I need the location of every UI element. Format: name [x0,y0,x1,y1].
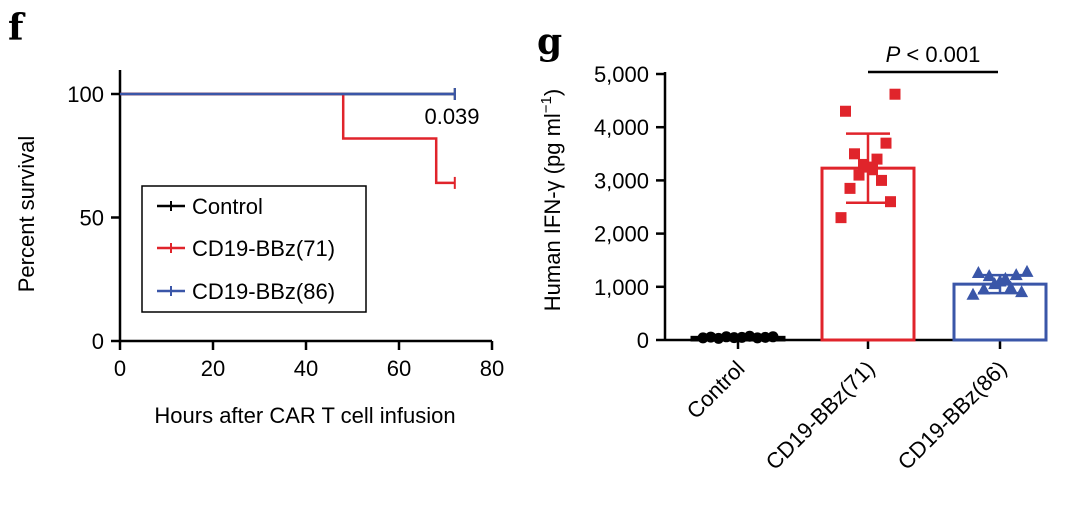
legend-label-control: Control [192,194,263,219]
f-x-tick-label-1: 20 [201,356,225,381]
significance-p: P [886,42,901,67]
data-point-cd19-bbz-86 [1004,280,1018,293]
data-point-cd19-bbz-86 [966,287,980,300]
data-point-cd19-bbz-71 [876,174,887,186]
data-point-control [728,332,740,344]
g-y-tick-label-2: 2,000 [594,222,649,247]
g-y-tick-label-3: 3,000 [594,168,649,193]
data-point-cd19-bbz-71 [885,196,896,208]
g-y-tick-label-5: 5,000 [594,62,649,87]
data-point-cd19-bbz-71 [835,212,847,224]
survival-line-cd19-bbz-71- [120,92,455,185]
data-point-cd19-bbz-86 [1020,264,1034,277]
g-y-axis-label-superscript: −1 [538,96,555,113]
g-x-tick-label-2: CD19-BBz(86) [893,356,1012,475]
f-y-tick-label-0: 0 [92,329,104,354]
f-x-tick-label-0: 0 [114,356,126,381]
g-y-tick-label-0: 0 [637,328,649,353]
g-x-tick-label-1: CD19-BBz(71) [761,356,880,475]
legend-label-cd19-bbz86: CD19-BBz(86) [192,279,335,304]
data-point-cd19-bbz-86 [988,277,1002,290]
data-point-cd19-bbz-71 [889,88,901,100]
data-point-cd19-bbz-86 [971,265,985,278]
data-point-cd19-bbz-71 [853,169,865,181]
f-x-tick-label-4: 80 [480,356,504,381]
g-y-axis-label-close: ) [540,89,565,96]
data-point-cd19-bbz-71 [867,164,878,176]
g-x-tick-label-0: Control [682,356,750,424]
f-x-axis-label: Hours after CAR T cell infusion [154,403,455,428]
legend: Control CD19-BBz(71) CD19-BBz(86) [141,185,367,313]
g-y-axis-label: Human IFN-γ (pg ml−1) [538,89,565,311]
g-y-axis-label-main: Human IFN-γ (pg ml [540,113,565,311]
f-y-tick-label-2: 100 [67,82,104,107]
g-y-tick-label-1: 1,000 [594,275,649,300]
panel-label-g: g [537,21,562,63]
f-y-axis-label: Percent survival [14,136,39,293]
legend-item-cd19-bbz71: CD19-BBz(71) [157,236,335,261]
data-point-cd19-bbz-71 [871,153,883,165]
significance-label: P < 0.001 [886,42,981,67]
legend-item-control: Control [157,194,263,219]
data-point-cd19-bbz-86 [1009,268,1023,281]
f-y-tick-label-1: 50 [80,206,104,231]
data-point-cd19-bbz-71 [849,148,860,160]
data-point-cd19-bbz-86 [982,269,996,282]
data-point-cd19-bbz-86 [1015,285,1029,298]
data-point-control [767,331,779,343]
legend-label-cd19-bbz71: CD19-BBz(71) [192,236,335,261]
f-x-tick-label-3: 60 [387,356,411,381]
legend-item-cd19-bbz86: CD19-BBz(86) [157,279,335,304]
data-point-cd19-bbz-86 [977,282,991,295]
data-point-cd19-bbz-71 [840,105,851,117]
data-point-cd19-bbz-71 [844,182,856,194]
survival-chart: 0 20 40 60 80 0 50 100 Hours after CAR T cell i… [14,70,504,428]
data-point-cd19-bbz-71 [880,137,892,149]
significance-text: < 0.001 [900,42,980,67]
panel-label-f: f [8,7,26,49]
p-value-annotation: 0.039 [424,104,479,129]
g-y-tick-label-4: 4,000 [594,115,649,140]
f-x-tick-label-2: 40 [294,356,318,381]
